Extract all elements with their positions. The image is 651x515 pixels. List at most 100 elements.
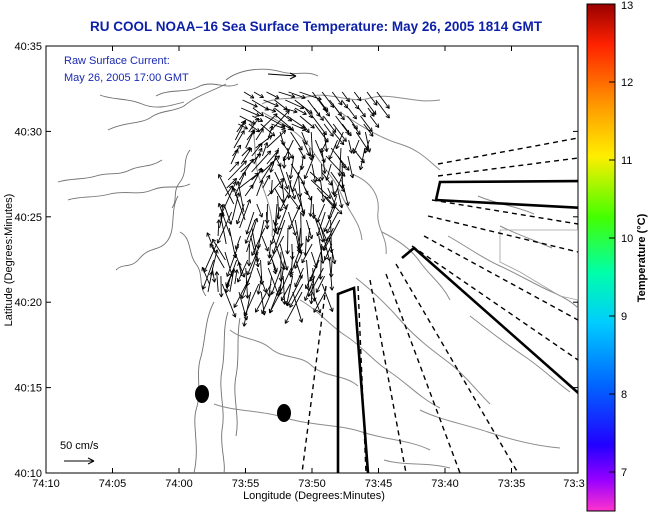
current-vector-arrow	[301, 243, 313, 264]
current-vector-arrow	[229, 161, 240, 173]
current-vector-arrow	[328, 235, 337, 265]
current-vector-arrow	[271, 123, 286, 131]
x-tick-label: 74:10	[32, 478, 60, 490]
scale-arrow	[64, 457, 95, 465]
current-vector-arrow	[258, 113, 278, 133]
current-vector-arrow	[329, 259, 335, 291]
current-vector-arrow	[348, 139, 354, 154]
current-vector-arrow	[291, 123, 307, 132]
map-layer: Raw Surface Current: May 26, 2005 17:00 …	[57, 55, 578, 473]
current-vector-arrow	[288, 251, 294, 278]
current-vector-arrow	[299, 115, 315, 129]
current-vector-arrow	[246, 217, 259, 253]
current-vector-arrow	[218, 212, 227, 245]
current-vector-arrow	[281, 155, 287, 169]
current-vector-arrow	[269, 227, 278, 245]
plot-area	[45, 45, 579, 474]
current-vector-arrow	[269, 291, 281, 314]
x-axis-label: Longitude (Degrees:Minutes)	[243, 490, 385, 502]
current-vector-arrow	[309, 283, 314, 305]
current-vector-arrow	[323, 123, 334, 137]
current-vector-arrow	[251, 142, 263, 157]
current-vector-arrow	[201, 259, 215, 290]
current-vector-arrow	[305, 219, 314, 240]
current-vector-arrow	[279, 243, 289, 271]
current-vector-arrow	[238, 123, 248, 130]
temperature-colorbar	[586, 3, 616, 512]
current-vector-arrow	[331, 91, 343, 106]
y-tick-label: 40:20	[14, 297, 42, 309]
current-vector-arrow	[266, 91, 280, 99]
current-vector-arrow	[233, 275, 251, 308]
current-vector-arrow	[201, 266, 210, 285]
x-tick-label: 73:50	[298, 478, 326, 490]
current-vector-arrow	[366, 91, 378, 106]
annotation-line-2: May 26, 2005 17:00 GMT	[64, 72, 189, 84]
current-vector-arrow	[236, 180, 245, 213]
current-vector-arrow	[302, 123, 310, 134]
current-vector-arrow	[283, 107, 298, 114]
current-vector-arrow	[313, 107, 324, 121]
current-vector-arrow	[353, 91, 362, 102]
current-vector-arrow	[244, 184, 254, 197]
current-vector-arrow	[292, 291, 304, 323]
current-vector-arrow	[218, 275, 224, 298]
y-tick-label: 40:25	[14, 212, 42, 224]
current-vector-arrow	[263, 99, 279, 108]
current-vector-arrow	[221, 181, 237, 213]
current-vector-arrow	[308, 195, 313, 217]
x-tick-label: 73:45	[365, 478, 393, 490]
current-vector-arrow	[364, 131, 372, 153]
current-vector-arrow	[255, 135, 273, 149]
current-vector-arrow	[341, 91, 350, 103]
current-vector-arrow	[310, 179, 332, 199]
current-vector-arrow	[277, 203, 289, 231]
y-tick-label: 40:15	[14, 383, 42, 395]
current-vector-arrow	[218, 174, 235, 205]
current-vector-arrow	[216, 211, 233, 244]
current-vector-arrow	[227, 160, 247, 181]
current-vector-arrow	[323, 115, 337, 133]
colorbar-tick-label: 13	[621, 0, 633, 12]
current-vector-arrow	[224, 275, 232, 294]
current-vector-arrow	[278, 163, 289, 190]
current-vector-arrow	[261, 142, 269, 157]
current-vector-arrow	[212, 238, 226, 261]
survey-boxes	[336, 179, 578, 473]
current-vector-arrow	[252, 107, 264, 117]
survey-dashed-lines	[301, 137, 578, 473]
current-vector-arrow	[242, 291, 252, 327]
current-vector-arrow	[223, 203, 233, 225]
current-vector-arrow	[261, 291, 272, 315]
current-vector-arrow	[313, 291, 326, 313]
current-vector-arrow	[229, 268, 236, 293]
current-vector-arrow	[367, 107, 375, 117]
current-vector-arrow	[335, 131, 344, 150]
annotation-line-1: Raw Surface Current:	[64, 55, 170, 67]
current-vector-arrow	[264, 211, 270, 230]
current-vector-arrow	[347, 155, 355, 179]
colorbar-tick-label: 11	[621, 155, 632, 167]
current-vector-arrow	[266, 149, 279, 165]
y-axis-label: Latitude (Degrees:Minutes)	[3, 194, 15, 327]
current-vector-arrow	[308, 147, 314, 161]
current-vector-arrow	[240, 283, 248, 300]
surface-current-vectors	[201, 91, 390, 327]
current-vector-arrow	[233, 130, 245, 149]
current-vector-arrow	[256, 267, 268, 293]
current-vector-arrow	[335, 107, 345, 121]
colorbar-tick-label: 12	[621, 77, 633, 89]
x-tick-label: 73:35	[498, 478, 526, 490]
current-vector-arrow	[358, 147, 366, 171]
current-vector-arrow	[341, 123, 352, 137]
current-vector-arrow	[246, 243, 252, 267]
current-vector-arrow	[321, 147, 327, 174]
current-vector-arrow	[281, 123, 293, 130]
current-vector-arrow	[341, 179, 350, 206]
current-vector-arrow	[358, 107, 366, 118]
current-vector-arrow	[280, 283, 291, 302]
x-tick-label: 73:40	[431, 478, 459, 490]
current-vector-arrow	[260, 123, 276, 137]
current-vector-arrow	[261, 235, 269, 252]
current-vector-arrow	[267, 235, 285, 266]
